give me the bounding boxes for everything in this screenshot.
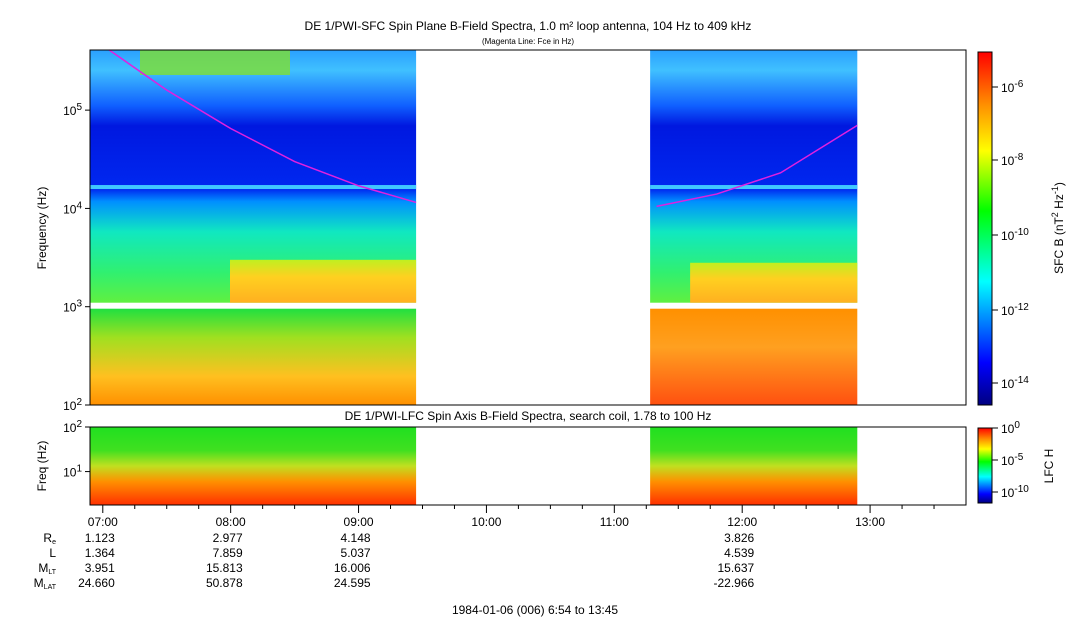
ephemeris-value: 24.595 [334, 576, 371, 590]
lfc-colorbar [977, 427, 993, 504]
sfc-cyan-band [90, 185, 417, 190]
sfc-spectrogram-low-band [90, 308, 417, 405]
lfc-y-tick-label: 102 [63, 419, 82, 435]
x-tick-label: 12:00 [727, 515, 757, 529]
y-tick-label: 103 [63, 299, 82, 315]
sfc-hf-emission [140, 50, 290, 75]
y-tick-label: 104 [63, 200, 82, 216]
sfc-emission-band [230, 259, 417, 303]
ephemeris-row-label: MLT [38, 561, 56, 576]
ephemeris-value: 1.364 [85, 546, 115, 560]
ephemeris-row-label: L [49, 546, 56, 560]
colorbar-tick-label: 10-6 [1001, 79, 1024, 95]
top-plot-frame [89, 49, 967, 406]
ephemeris-value: 24.660 [78, 576, 115, 590]
lfc-title: DE 1/PWI-LFC Spin Axis B-Field Spectra, … [345, 409, 712, 423]
ephemeris-value: -22.966 [714, 576, 755, 590]
fce-line [656, 124, 858, 208]
ephemeris-value: 3.826 [724, 531, 754, 545]
colorbar-tick-label: 10-14 [1001, 375, 1029, 391]
colorbar-tick-label: 10-10 [1001, 227, 1029, 243]
colorbar-tick-label: 10-8 [1001, 152, 1024, 168]
ephemeris-row-label: MLAT [34, 576, 57, 591]
ephemeris-row-label: Re [43, 531, 56, 546]
ephemeris-value: 15.813 [206, 561, 243, 575]
ephemeris-value: 4.148 [341, 531, 371, 545]
sfc-colorbar [977, 51, 993, 406]
sfc-emission-band [690, 262, 858, 303]
x-tick-label: 09:00 [344, 515, 374, 529]
colorbar-tick-label: 10-12 [1001, 302, 1029, 318]
top-y-label: Frequency (Hz) [35, 187, 49, 270]
y-tick-label: 105 [63, 102, 82, 118]
ephemeris-value: 3.951 [85, 561, 115, 575]
sfc-spectrogram-low-band [650, 308, 858, 405]
x-tick-label: 13:00 [855, 515, 885, 529]
top-subtitle: (Magenta Line: Fce in Hz) [482, 37, 574, 46]
lfc-colorbar-tick-label: 10-5 [1001, 452, 1024, 468]
lfc-spectrogram [650, 427, 858, 505]
sfc-spectrogram-high-band [650, 50, 858, 303]
y-tick-label: 102 [63, 397, 82, 413]
lfc-colorbar-tick-label: 100 [1001, 420, 1020, 436]
ephemeris-value: 4.539 [724, 546, 754, 560]
lfc-spectrogram [90, 427, 417, 505]
ephemeris-value: 1.123 [85, 531, 115, 545]
ephemeris-value: 2.977 [213, 531, 243, 545]
top-title: DE 1/PWI-SFC Spin Plane B-Field Spectra,… [305, 19, 752, 33]
lfc-y-label: Freq (Hz) [35, 441, 49, 492]
ephemeris-value: 16.006 [334, 561, 371, 575]
x-tick-label: 10:00 [471, 515, 501, 529]
ephemeris-value: 5.037 [341, 546, 371, 560]
fce-line [108, 49, 417, 204]
ephemeris-value: 7.859 [213, 546, 243, 560]
ephemeris-value: 50.878 [206, 576, 243, 590]
x-tick-label: 11:00 [600, 515, 629, 529]
lfc-y-tick-label: 101 [63, 464, 82, 480]
x-tick-label: 07:00 [88, 515, 118, 529]
sfc-colorbar-label: SFC B (nT2 Hz-1) [1050, 182, 1066, 274]
lfc-colorbar-tick-label: 10-10 [1001, 484, 1029, 500]
ephemeris-value: 15.637 [718, 561, 755, 575]
sfc-cyan-band [650, 185, 858, 190]
lfc-colorbar-label: LFC H [1042, 449, 1056, 484]
x-tick-label: 08:00 [216, 515, 246, 529]
footer-date-range: 1984-01-06 (006) 6:54 to 13:45 [452, 603, 618, 617]
